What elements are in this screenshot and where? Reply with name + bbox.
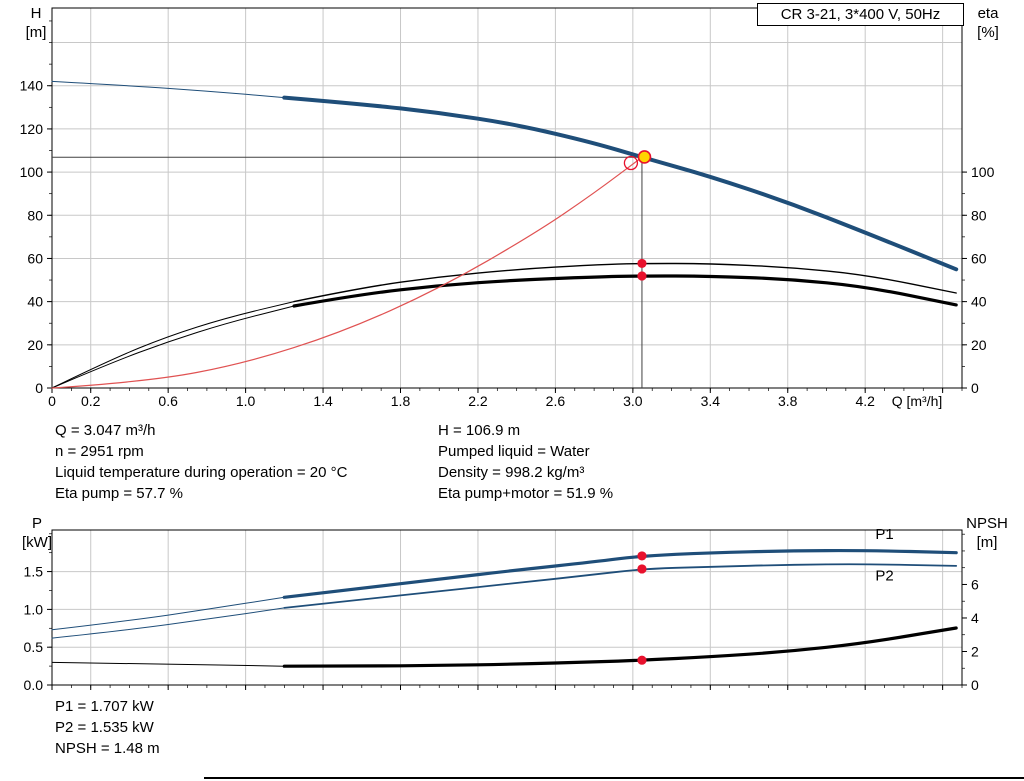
y-tick-label-left: 20: [27, 337, 43, 353]
x-tick-label: 0: [48, 393, 56, 409]
x-tick-label: 0.2: [81, 393, 101, 409]
x-tick-label: 2.6: [546, 393, 566, 409]
y-tick-label-right: 80: [971, 207, 987, 223]
npsh-curve: [282, 626, 958, 668]
y-tick-label-left: 1.5: [24, 564, 44, 580]
series-label-p2: P2: [875, 568, 893, 585]
y-tick-label-right: 2: [971, 643, 979, 659]
x-tick-label: 1.8: [391, 393, 411, 409]
info-density: Density = 998.2 kg/m³: [438, 464, 585, 481]
x-tick-label: 4.2: [855, 393, 875, 409]
footer-divider: [204, 777, 1024, 779]
marker-op: [637, 150, 652, 164]
x-tick-label: 3.4: [701, 393, 721, 409]
info-eta-pump-motor: Eta pump+motor = 51.9 %: [438, 485, 614, 502]
marker-open: [623, 155, 639, 171]
x-tick-label: 2.2: [468, 393, 488, 409]
x-tick-label: 3.0: [623, 393, 643, 409]
series-label-p1: P1: [875, 526, 893, 543]
info-flow: Q = 3.047 m³/h: [55, 422, 156, 439]
system-curve: [51, 156, 643, 389]
pump-title-box: CR 3-21, 3*400 V, 50Hz: [757, 3, 964, 26]
y-tick-label-right: 6: [971, 576, 979, 592]
operating-point-info-left: Q = 3.047 m³/h n = 2951 rpm Liquid tempe…: [55, 420, 347, 504]
y-tick-label-left: 100: [20, 164, 44, 180]
marker-dot: [637, 271, 647, 281]
y-tick-label-right: 20: [971, 337, 987, 353]
marker-dot: [637, 564, 647, 574]
y-tick-label-left: 140: [20, 78, 44, 94]
y-tick-label-left: 40: [27, 294, 43, 310]
eta-pump-motor-curve: [292, 274, 958, 308]
y-tick-label-left: 80: [27, 207, 43, 223]
p1-curve: [282, 548, 958, 599]
y-tick-label-left: 60: [27, 250, 43, 266]
pump-curve: [282, 95, 959, 272]
y-tick-label-right: 60: [971, 250, 987, 266]
qh-eta-chart: 0 0.2 0.6 1.0 1.4 1.8 2.2 2.6 3.0 3.4 3.8 4.2 0 20 40 6…: [20, 7, 995, 409]
y-tick-label-left: 120: [20, 121, 44, 137]
h-axis-title: H [m]: [25, 5, 47, 41]
eta-pump-curve: [293, 262, 957, 303]
info-liquid: Pumped liquid = Water: [438, 443, 590, 460]
y-tick-label-left: 0: [35, 380, 43, 396]
info-eta-pump: Eta pump = 57.7 %: [55, 485, 183, 502]
y-tick-label-left: 1.0: [24, 601, 44, 617]
p2-curve-extension: [51, 607, 285, 639]
npsh-axis-title: NPSH [m]: [966, 515, 1008, 551]
x-axis-unit-label: Q [m³/h]: [892, 393, 943, 409]
marker-dot: [637, 655, 647, 665]
p1-curve-extension: [51, 596, 285, 631]
x-tick-label: 1.0: [236, 393, 256, 409]
plot-frame: [51, 529, 963, 686]
p2-curve: [283, 563, 958, 609]
y-tick-label-right: 0: [971, 677, 979, 692]
y-tick-label-right: 4: [971, 610, 979, 626]
y-tick-label-right: 100: [971, 164, 995, 180]
npsh-curve-extension: [51, 661, 285, 667]
x-tick-label: 0.6: [158, 393, 178, 409]
power-npsh-chart: 0.0 0.5 1.0 1.5 0 2 4 6 P1 P2: [24, 526, 979, 692]
eta-axis-title: eta [%]: [977, 5, 999, 41]
power-info: P1 = 1.707 kW P2 = 1.535 kW NPSH = 1.48 …: [55, 696, 160, 759]
p-axis-title: P [kW]: [22, 515, 52, 551]
info-speed: n = 2951 rpm: [55, 443, 144, 460]
x-tick-label: 3.8: [778, 393, 798, 409]
info-head: H = 106.9 m: [438, 422, 521, 439]
pump-curve-extension: [51, 80, 285, 99]
y-tick-label-right: 0: [971, 380, 979, 396]
info-p2: P2 = 1.535 kW: [55, 719, 154, 736]
eta-pump-motor-curve-extension: [51, 305, 295, 389]
y-tick-label-left: 0.0: [24, 677, 44, 692]
y-tick-label-left: 0.5: [24, 639, 44, 655]
y-tick-label-right: 40: [971, 294, 987, 310]
marker-dot: [637, 258, 647, 269]
eta-pump-curve-extension: [51, 301, 295, 389]
info-p1: P1 = 1.707 kW: [55, 698, 154, 715]
plot-frame: [51, 7, 963, 389]
marker-dot: [637, 551, 647, 561]
x-tick-label: 1.4: [313, 393, 333, 409]
operating-point-info-right: H = 106.9 m Pumped liquid = Water Densit…: [438, 420, 613, 504]
info-npsh: NPSH = 1.48 m: [55, 740, 160, 757]
info-temperature: Liquid temperature during operation = 20…: [55, 464, 348, 481]
